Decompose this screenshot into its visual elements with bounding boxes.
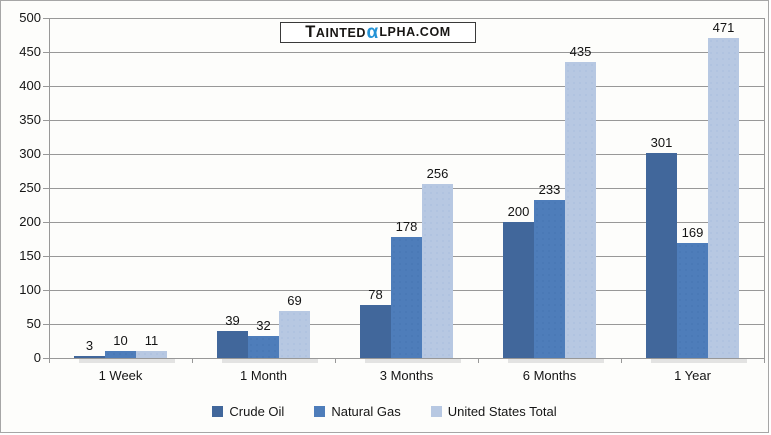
gridline-y200	[49, 222, 764, 223]
x-axis-label: 1 Week	[98, 368, 143, 383]
y-axis-tick	[43, 256, 50, 257]
bar-crude-oil	[503, 222, 534, 358]
gridline-y0	[49, 358, 764, 359]
bar-group-shadow	[651, 359, 747, 363]
logo-text-lphacom: LPHA.COM	[379, 25, 451, 39]
bar-natural-gas	[248, 336, 279, 358]
y-axis-tick	[43, 290, 50, 291]
y-axis-label: 400	[19, 78, 41, 93]
y-axis-label: 450	[19, 44, 41, 59]
data-label: 301	[650, 135, 673, 150]
bar-crude-oil	[74, 356, 105, 358]
bar-united-states-total	[565, 62, 596, 358]
x-axis-tick	[764, 358, 765, 363]
logo-taintedalpha: TAINTED α LPHA.COM	[280, 22, 476, 43]
y-axis-label: 350	[19, 112, 41, 127]
bar-natural-gas	[534, 200, 565, 358]
y-axis-label: 50	[26, 316, 41, 331]
data-label: 3	[85, 338, 94, 353]
x-axis-label: 6 Months	[522, 368, 577, 383]
y-axis-tick	[43, 358, 50, 359]
bar-united-states-total	[422, 184, 453, 358]
y-axis-tick	[43, 222, 50, 223]
x-axis-label: 1 Month	[240, 368, 287, 383]
legend-swatch-icon	[212, 405, 224, 417]
x-axis-label: 3 Months	[379, 368, 434, 383]
bar-crude-oil	[217, 331, 248, 358]
data-label: 32	[256, 318, 271, 333]
gridline-y300	[49, 154, 764, 155]
bar-crude-oil	[360, 305, 391, 358]
bar-group-shadow	[222, 359, 318, 363]
x-axis-tick	[478, 358, 479, 363]
legend-swatch-icon	[314, 405, 326, 417]
legend-item-natural-gas: Natural Gas	[314, 403, 401, 419]
y-axis-label: 150	[19, 248, 41, 263]
data-label: 435	[569, 44, 592, 59]
gridline-y400	[49, 86, 764, 87]
bar-natural-gas	[391, 237, 422, 358]
y-axis-label: 250	[19, 180, 41, 195]
bar-natural-gas	[105, 351, 136, 358]
x-axis-tick	[49, 358, 50, 363]
x-axis-tick	[621, 358, 622, 363]
data-label: 233	[538, 182, 561, 197]
legend-label: United States Total	[447, 403, 557, 419]
gridline-y250	[49, 188, 764, 189]
y-axis-line	[49, 18, 50, 359]
bar-crude-oil	[646, 153, 677, 358]
gridline-y500	[49, 18, 764, 19]
data-label: 200	[507, 204, 530, 219]
legend-swatch-icon	[430, 405, 442, 417]
y-axis-label: 200	[19, 214, 41, 229]
data-label: 10	[113, 333, 128, 348]
data-label: 39	[225, 313, 240, 328]
bar-group-shadow	[365, 359, 461, 363]
bar-natural-gas	[677, 243, 708, 358]
y-axis-tick	[43, 154, 50, 155]
gridline-y350	[49, 120, 764, 121]
legend: Crude Oil Natural Gas United States Total	[1, 402, 768, 420]
data-label: 69	[287, 293, 302, 308]
y-axis-label: 100	[19, 282, 41, 297]
bar-group-shadow	[508, 359, 604, 363]
x-axis-label: 1 Year	[674, 368, 711, 383]
data-label: 178	[395, 219, 418, 234]
bar-group-shadow	[79, 359, 175, 363]
data-label: 11	[144, 333, 159, 348]
logo-text-tainted: TAINTED	[305, 22, 367, 41]
x-axis-tick	[192, 358, 193, 363]
y-axis-label: 0	[33, 350, 41, 365]
plot-right-border	[764, 18, 765, 359]
bar-united-states-total	[279, 311, 310, 358]
y-axis-label: 300	[19, 146, 41, 161]
data-label: 78	[368, 287, 383, 302]
y-axis-tick	[43, 120, 50, 121]
data-label: 169	[681, 225, 704, 240]
data-label: 256	[426, 166, 449, 181]
legend-label: Crude Oil	[229, 403, 285, 419]
bar-united-states-total	[708, 38, 739, 358]
x-axis-tick	[335, 358, 336, 363]
y-axis-label: 500	[19, 10, 41, 25]
y-axis-tick	[43, 18, 50, 19]
y-axis-tick	[43, 188, 50, 189]
data-label: 471	[712, 20, 735, 35]
logo-alpha-glyph: α	[366, 21, 379, 43]
legend-item-crude-oil: Crude Oil	[212, 404, 284, 419]
legend-label: Natural Gas	[331, 403, 401, 419]
y-axis-tick	[43, 86, 50, 87]
gridline-y450	[49, 52, 764, 53]
y-axis-tick	[43, 324, 50, 325]
legend-item-united-states-total: United States Total	[430, 403, 557, 419]
bar-united-states-total	[136, 351, 167, 358]
y-axis-tick	[43, 52, 50, 53]
